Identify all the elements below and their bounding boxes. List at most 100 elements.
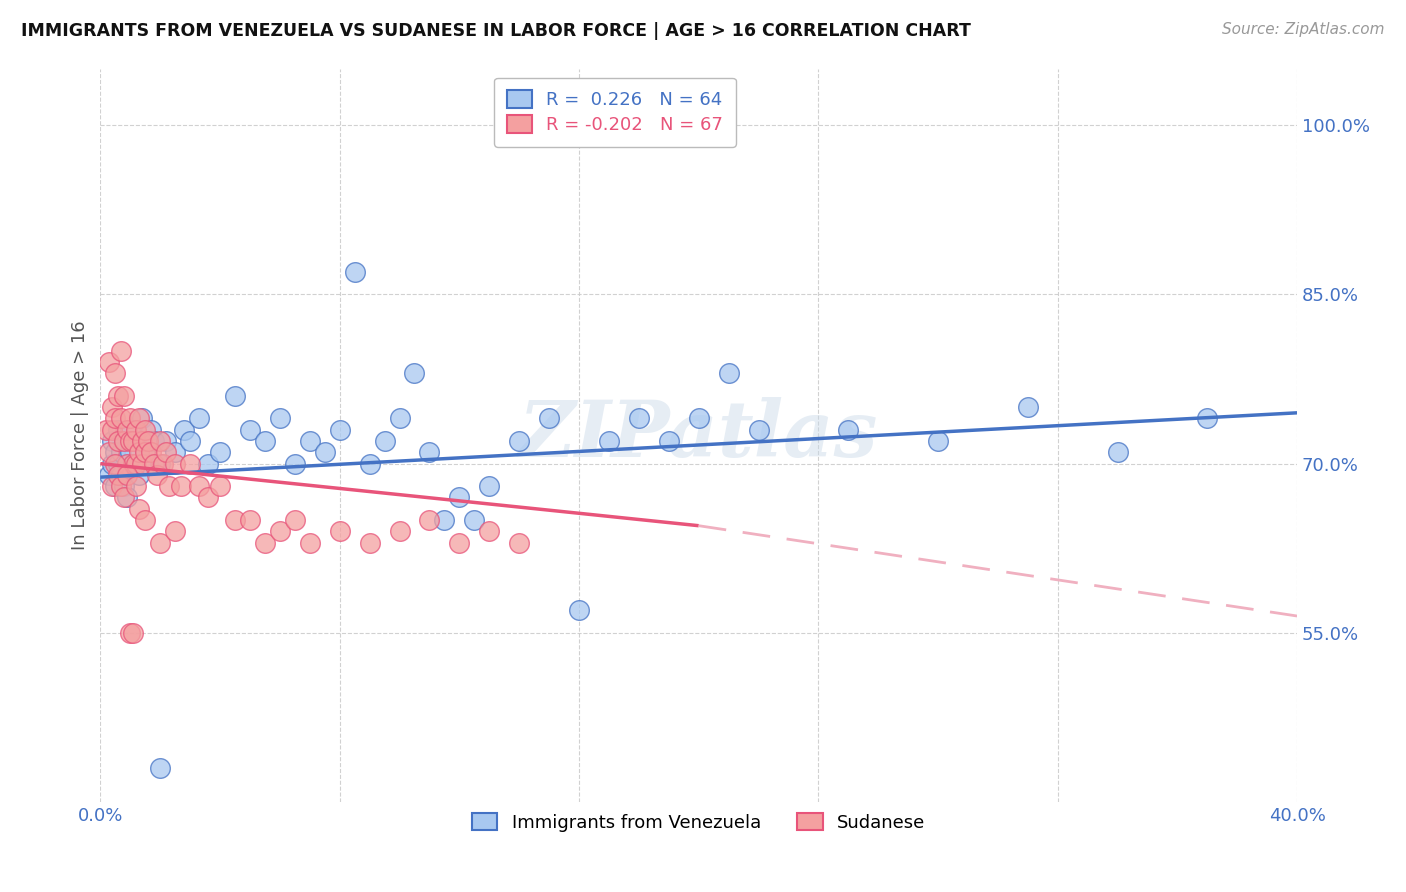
Point (110, 467, 132, 482)
Point (104, 457, 127, 471)
Point (98, 467, 121, 482)
Point (224, 513, 246, 527)
Point (131, 457, 153, 471)
Point (658, 434, 681, 448)
Point (141, 445, 163, 459)
Point (157, 479, 180, 493)
Point (508, 434, 530, 448)
Point (173, 423, 195, 437)
Text: ZIPatlas: ZIPatlas (519, 397, 879, 474)
Point (1017, 400, 1039, 414)
Point (110, 411, 132, 425)
Point (128, 411, 150, 425)
Point (359, 457, 381, 471)
Point (117, 467, 139, 482)
Point (110, 343, 132, 358)
Point (329, 423, 352, 437)
Point (98, 355, 121, 369)
Point (433, 513, 456, 527)
Point (155, 434, 177, 448)
Point (96, 423, 118, 437)
Point (179, 434, 201, 448)
Point (104, 411, 127, 425)
Point (125, 423, 148, 437)
Point (131, 411, 153, 425)
Point (165, 457, 187, 471)
Point (107, 389, 129, 403)
Y-axis label: In Labor Force | Age > 16: In Labor Force | Age > 16 (72, 320, 89, 550)
Point (112, 479, 135, 493)
Legend: Immigrants from Venezuela, Sudanese: Immigrants from Venezuela, Sudanese (460, 800, 938, 845)
Point (388, 411, 411, 425)
Point (125, 457, 148, 471)
Point (134, 445, 156, 459)
Point (538, 411, 561, 425)
Point (117, 423, 139, 437)
Point (101, 479, 124, 493)
Point (627, 411, 650, 425)
Point (104, 445, 127, 459)
Point (155, 445, 177, 459)
Point (284, 457, 307, 471)
Point (107, 467, 129, 482)
Point (418, 445, 440, 459)
Point (125, 434, 148, 448)
Point (112, 491, 135, 505)
Point (136, 457, 159, 471)
Point (927, 434, 949, 448)
Point (208, 445, 231, 459)
Point (128, 501, 150, 516)
Point (197, 491, 219, 505)
Point (120, 411, 142, 425)
Point (747, 423, 769, 437)
Point (101, 423, 124, 437)
Point (269, 411, 291, 425)
Point (197, 457, 219, 471)
Point (112, 389, 135, 403)
Point (122, 457, 145, 471)
Point (152, 457, 174, 471)
Point (149, 535, 172, 549)
Point (125, 479, 148, 493)
Text: IMMIGRANTS FROM VENEZUELA VS SUDANESE IN LABOR FORCE | AGE > 16 CORRELATION CHAR: IMMIGRANTS FROM VENEZUELA VS SUDANESE IN… (21, 22, 972, 40)
Point (269, 524, 291, 539)
Point (120, 445, 142, 459)
Point (165, 445, 187, 459)
Point (120, 626, 142, 640)
Point (143, 457, 166, 471)
Point (449, 491, 471, 505)
Point (598, 434, 620, 448)
Point (179, 457, 201, 471)
Point (136, 434, 159, 448)
Point (404, 367, 426, 381)
Point (134, 423, 156, 437)
Point (239, 423, 262, 437)
Point (1197, 411, 1219, 425)
Point (120, 423, 142, 437)
Point (117, 457, 139, 471)
Point (146, 467, 169, 482)
Point (143, 434, 166, 448)
Point (101, 434, 124, 448)
Point (224, 389, 246, 403)
Point (101, 457, 124, 471)
Point (418, 513, 440, 527)
Point (253, 535, 276, 549)
Point (688, 411, 710, 425)
Point (508, 535, 530, 549)
Point (117, 457, 139, 471)
Point (165, 524, 187, 539)
Point (122, 626, 145, 640)
Point (117, 491, 139, 505)
Point (568, 603, 591, 617)
Point (110, 445, 132, 459)
Point (122, 434, 145, 448)
Point (134, 513, 156, 527)
Point (314, 445, 336, 459)
Point (120, 434, 142, 448)
Point (149, 761, 172, 775)
Point (149, 457, 172, 471)
Point (101, 400, 124, 414)
Point (717, 367, 740, 381)
Point (107, 423, 129, 437)
